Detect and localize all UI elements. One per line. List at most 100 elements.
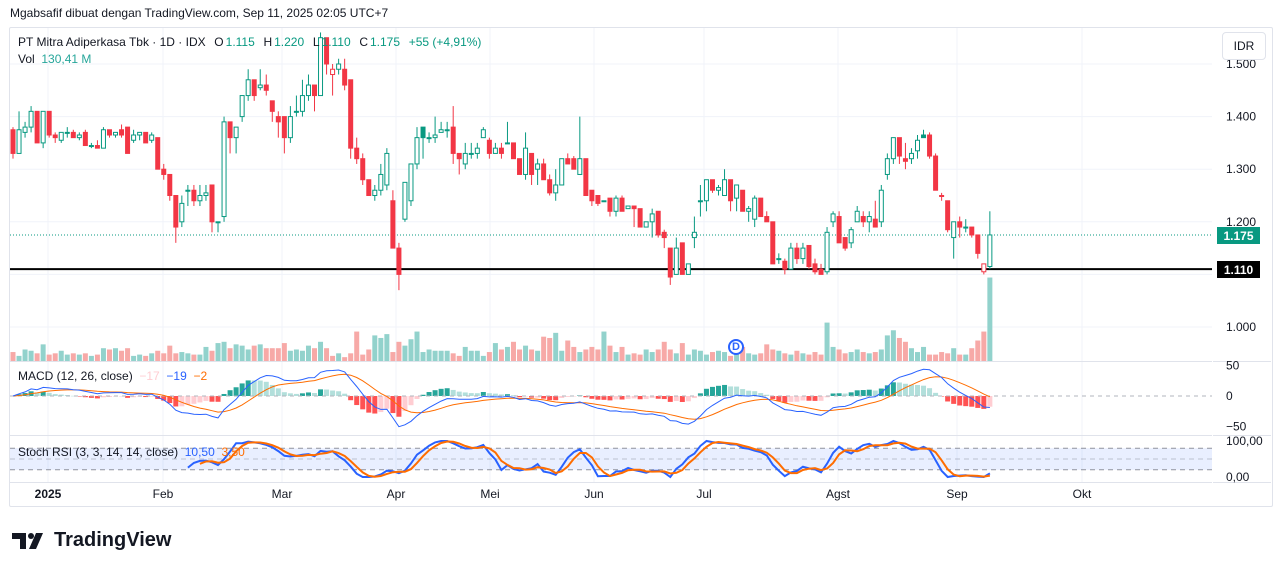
price-tick-label: 1.200 xyxy=(1226,215,1256,229)
candle-body xyxy=(728,179,734,202)
candle-body xyxy=(426,137,432,140)
macd-histogram-bar xyxy=(402,396,408,412)
macd-histogram-bar xyxy=(305,392,311,396)
time-tick-label: Mar xyxy=(272,487,293,501)
volume-bar xyxy=(806,354,812,361)
price-tick-label: 1.300 xyxy=(1226,162,1256,176)
volume-bar xyxy=(28,350,34,361)
volume-bar xyxy=(342,357,348,361)
volume-bar xyxy=(444,350,450,361)
candle-body xyxy=(58,131,64,141)
volume-bar xyxy=(462,346,468,361)
macd-histogram-bar xyxy=(191,396,197,404)
macd-histogram-bar xyxy=(848,392,854,396)
macd-histogram-bar xyxy=(770,396,776,399)
macd-tick-label: 50 xyxy=(1226,359,1240,373)
candle-body xyxy=(46,110,52,136)
volume-bar xyxy=(52,353,58,361)
currency-button[interactable]: IDR xyxy=(1222,32,1266,60)
macd-histogram-bar xyxy=(782,396,788,403)
dividend-marker-icon[interactable]: D xyxy=(728,339,744,355)
candle-body xyxy=(330,68,336,76)
volume-bar xyxy=(643,349,649,361)
volume-bar xyxy=(818,354,824,361)
candle-body xyxy=(245,79,251,97)
candle-body xyxy=(601,200,607,203)
volume-bar xyxy=(679,343,685,361)
volume-bar xyxy=(143,355,149,361)
macd-histogram-bar xyxy=(649,396,655,399)
macd-histogram-bar xyxy=(143,396,149,398)
volume-bar xyxy=(468,350,474,361)
macd-histogram-bar xyxy=(269,384,275,396)
macd-signal-value: −2 xyxy=(193,369,208,383)
volume-bar xyxy=(890,330,896,361)
macd-histogram-bar xyxy=(167,396,173,404)
volume-bar xyxy=(830,346,836,361)
candle-body xyxy=(227,121,233,139)
candle-body xyxy=(878,189,884,223)
candle-body xyxy=(782,260,788,270)
volume-bar xyxy=(770,349,776,361)
macd-histogram-bar xyxy=(945,396,951,402)
volume-bar xyxy=(378,337,384,361)
macd-histogram-bar xyxy=(981,396,987,409)
volume-bar xyxy=(625,354,631,361)
candle-body xyxy=(348,79,354,149)
candle-body xyxy=(197,195,203,202)
macd-histogram-bar xyxy=(667,396,673,402)
macd-histogram-bar xyxy=(420,394,426,396)
horizontal-line-label[interactable]: 1.110 xyxy=(1217,261,1260,278)
candle-body xyxy=(673,247,679,275)
macd-histogram-bar xyxy=(203,396,209,401)
volume-bar xyxy=(100,348,106,361)
volume-bar xyxy=(197,354,203,361)
volume-bar xyxy=(34,353,40,361)
candle-body xyxy=(131,134,137,141)
macd-histogram-bar xyxy=(426,392,432,396)
macd-histogram-bar xyxy=(872,390,878,396)
macd-histogram-bar xyxy=(58,394,64,396)
candle-body xyxy=(173,195,179,228)
stoch-tick-label: 0,00 xyxy=(1226,470,1250,484)
volume-bar xyxy=(667,349,673,361)
time-tick-label: Feb xyxy=(153,487,174,501)
candle-body xyxy=(10,129,16,154)
candle-body xyxy=(378,173,384,191)
chart-frame xyxy=(9,27,1273,507)
macd-histogram-bar xyxy=(824,396,830,398)
macd-histogram-bar xyxy=(384,396,390,409)
volume-bar xyxy=(921,346,927,361)
macd-histogram-bar xyxy=(299,393,305,396)
time-tick-label: Sep xyxy=(946,487,968,501)
candle-body xyxy=(517,158,523,175)
macd-histogram-bar xyxy=(740,389,746,396)
candle-body xyxy=(902,158,908,162)
low-label: L xyxy=(312,35,320,49)
macd-histogram-bar xyxy=(342,393,348,396)
candle-body xyxy=(740,189,746,212)
macd-histogram-bar xyxy=(860,390,866,396)
candle-body xyxy=(800,247,806,260)
macd-value: −19 xyxy=(166,369,187,383)
candle-body xyxy=(70,131,76,139)
tradingview-logo[interactable]: TradingView xyxy=(12,529,171,552)
candle-body xyxy=(679,242,685,275)
candle-body xyxy=(94,145,100,149)
candle-body xyxy=(396,247,402,275)
volume-bar xyxy=(396,341,402,361)
macd-histogram-bar xyxy=(450,389,456,396)
macd-histogram-bar xyxy=(631,396,637,399)
candle-body xyxy=(486,139,492,154)
volume-bar xyxy=(824,322,830,361)
macd-histogram-bar xyxy=(360,396,366,410)
macd-histogram-bar xyxy=(468,393,474,396)
volume-bar xyxy=(450,353,456,361)
macd-histogram-bar xyxy=(480,392,486,396)
volume-bar xyxy=(836,349,842,361)
candle-body xyxy=(746,208,752,212)
candle-body xyxy=(908,152,914,160)
candle-body xyxy=(667,247,673,278)
macd-histogram-bar xyxy=(589,396,595,399)
